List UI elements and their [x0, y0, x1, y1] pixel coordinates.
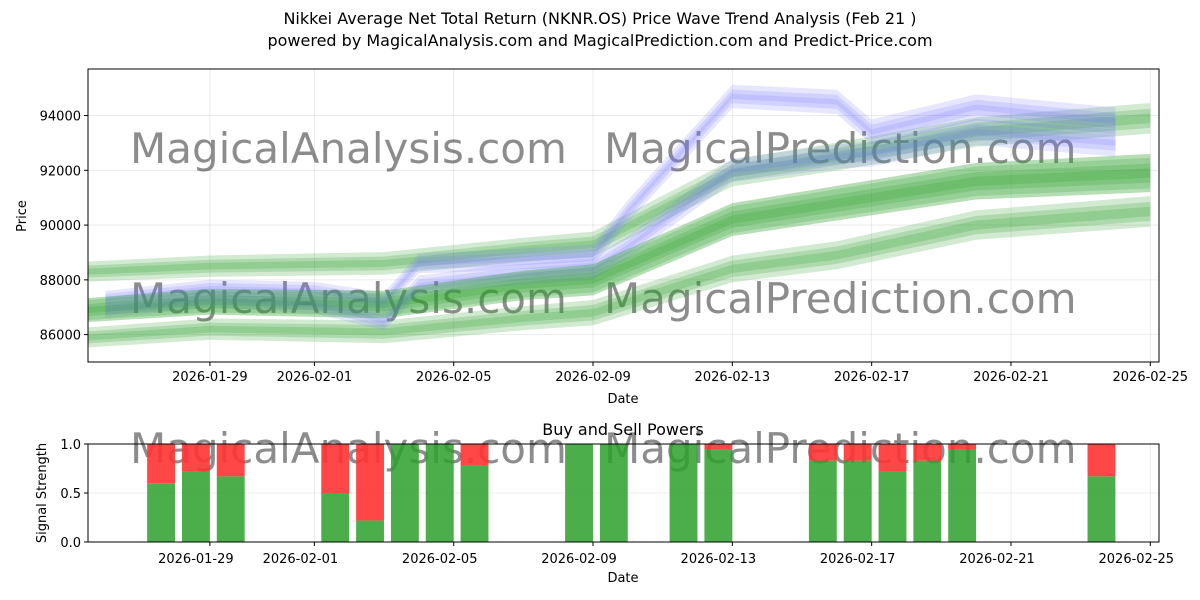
signal-bars — [147, 444, 1116, 542]
buy-bar — [565, 444, 593, 542]
bars-y-tick-label: 0.5 — [60, 487, 81, 502]
bars-x-tick-label: 2026-02-25 — [1099, 552, 1175, 567]
price-wave-bands — [88, 84, 1151, 348]
buy-bar — [599, 444, 628, 542]
main-x-tick-label: 2026-01-29 — [172, 370, 248, 385]
bars-y-tick-label: 1.0 — [60, 438, 81, 453]
main-gridlines — [88, 69, 1159, 362]
bars-x-tick-label: 2026-02-05 — [402, 552, 478, 567]
sell-bar — [913, 444, 942, 461]
main-x-tick-label: 2026-02-17 — [834, 370, 910, 385]
main-x-tick-label: 2026-02-13 — [695, 370, 771, 385]
bars-x-axis: 2026-01-29 2026-02-01 2026-02-05 2026-02-09… — [158, 542, 1174, 567]
watermark-text: MagicalPrediction.com — [604, 274, 1077, 323]
blue-wave-band — [105, 89, 1116, 308]
main-y-axis-label: Price — [15, 200, 30, 232]
green-wave-band — [88, 102, 1151, 282]
blue-wave-band — [105, 84, 1116, 312]
buy-bar — [181, 471, 210, 542]
bars-x-tick-label: 2026-01-29 — [158, 552, 234, 567]
green-wave-band — [88, 153, 1151, 322]
main-x-tick-label: 2026-02-01 — [277, 370, 353, 385]
bars-x-tick-label: 2026-02-01 — [263, 552, 339, 567]
main-watermarks: MagicalAnalysis.com MagicalPrediction.com… — [130, 124, 1077, 323]
bars-y-tick-label: 0.0 — [60, 536, 81, 551]
chart-title-line-2: powered by MagicalAnalysis.com and Magic… — [267, 31, 933, 50]
green-wave-band — [88, 157, 1151, 320]
main-x-tick-label: 2026-02-21 — [973, 370, 1049, 385]
buy-bar — [843, 460, 872, 542]
buy-bar — [878, 471, 907, 542]
buy-bar — [704, 449, 733, 542]
blue-wave-band — [105, 118, 1116, 331]
buy-bar — [1087, 476, 1116, 542]
bars-x-tick-label: 2026-02-13 — [681, 552, 757, 567]
buy-bar — [216, 476, 245, 542]
bars-y-axis: 0.0 0.5 1.0 — [60, 438, 88, 551]
sell-bar — [181, 444, 210, 472]
sell-bar — [704, 444, 733, 450]
buy-bar — [356, 520, 384, 542]
main-x-tick-label: 2026-02-05 — [416, 370, 492, 385]
green-wave-band — [88, 108, 1151, 278]
green-wave-band — [88, 206, 1151, 341]
buy-bar — [321, 493, 350, 542]
main-y-tick-label: 94000 — [40, 110, 81, 125]
bars-x-tick-label: 2026-02-09 — [541, 552, 617, 567]
bars-x-tick-label: 2026-02-17 — [820, 552, 896, 567]
bars-y-axis-label: Signal Strength — [35, 443, 50, 543]
buy-bar — [913, 460, 942, 542]
bars-title: Buy and Sell Powers — [542, 420, 704, 439]
green-wave-band — [88, 113, 1151, 275]
buy-bar — [460, 465, 489, 542]
buy-bar — [390, 444, 419, 542]
sell-bar — [321, 444, 350, 493]
buy-bar — [425, 444, 454, 542]
sell-bar — [843, 444, 872, 461]
green-wave-band — [88, 163, 1151, 316]
buy-bar — [808, 460, 837, 542]
bars-x-tick-label: 2026-02-21 — [959, 552, 1035, 567]
sell-bar — [948, 444, 977, 450]
watermark-text: MagicalPrediction.com — [604, 124, 1077, 173]
green-wave-band — [88, 201, 1151, 344]
main-y-tick-label: 88000 — [40, 274, 81, 289]
main-x-tick-label: 2026-02-09 — [555, 370, 631, 385]
watermark-text: MagicalAnalysis.com — [130, 124, 567, 173]
main-y-tick-label: 86000 — [40, 329, 81, 344]
main-y-tick-label: 92000 — [40, 164, 81, 179]
main-y-tick-label: 90000 — [40, 219, 81, 234]
buy-bar — [669, 444, 698, 542]
sell-bar — [356, 444, 384, 521]
main-x-axis-label: Date — [607, 392, 638, 407]
sell-bar — [147, 444, 176, 484]
sell-bar — [460, 444, 489, 466]
green-wave-band — [88, 196, 1151, 348]
sell-bar — [808, 444, 837, 461]
buy-bar — [948, 449, 977, 542]
bars-x-axis-label: Date — [607, 571, 638, 586]
main-y-axis: 86000 88000 90000 92000 94000 — [40, 110, 88, 344]
main-x-tick-label: 2026-02-25 — [1113, 370, 1189, 385]
main-plot-frame — [87, 68, 1160, 363]
main-x-axis: 2026-01-29 2026-02-01 2026-02-05 2026-02-09… — [172, 362, 1188, 385]
chart-title-line-1: Nikkei Average Net Total Return (NKNR.OS… — [283, 9, 917, 28]
sell-bar — [216, 444, 245, 477]
buy-bar — [147, 483, 176, 542]
sell-bar — [878, 444, 907, 472]
sell-bar — [1087, 444, 1116, 477]
watermark-text: MagicalAnalysis.com — [130, 274, 567, 323]
